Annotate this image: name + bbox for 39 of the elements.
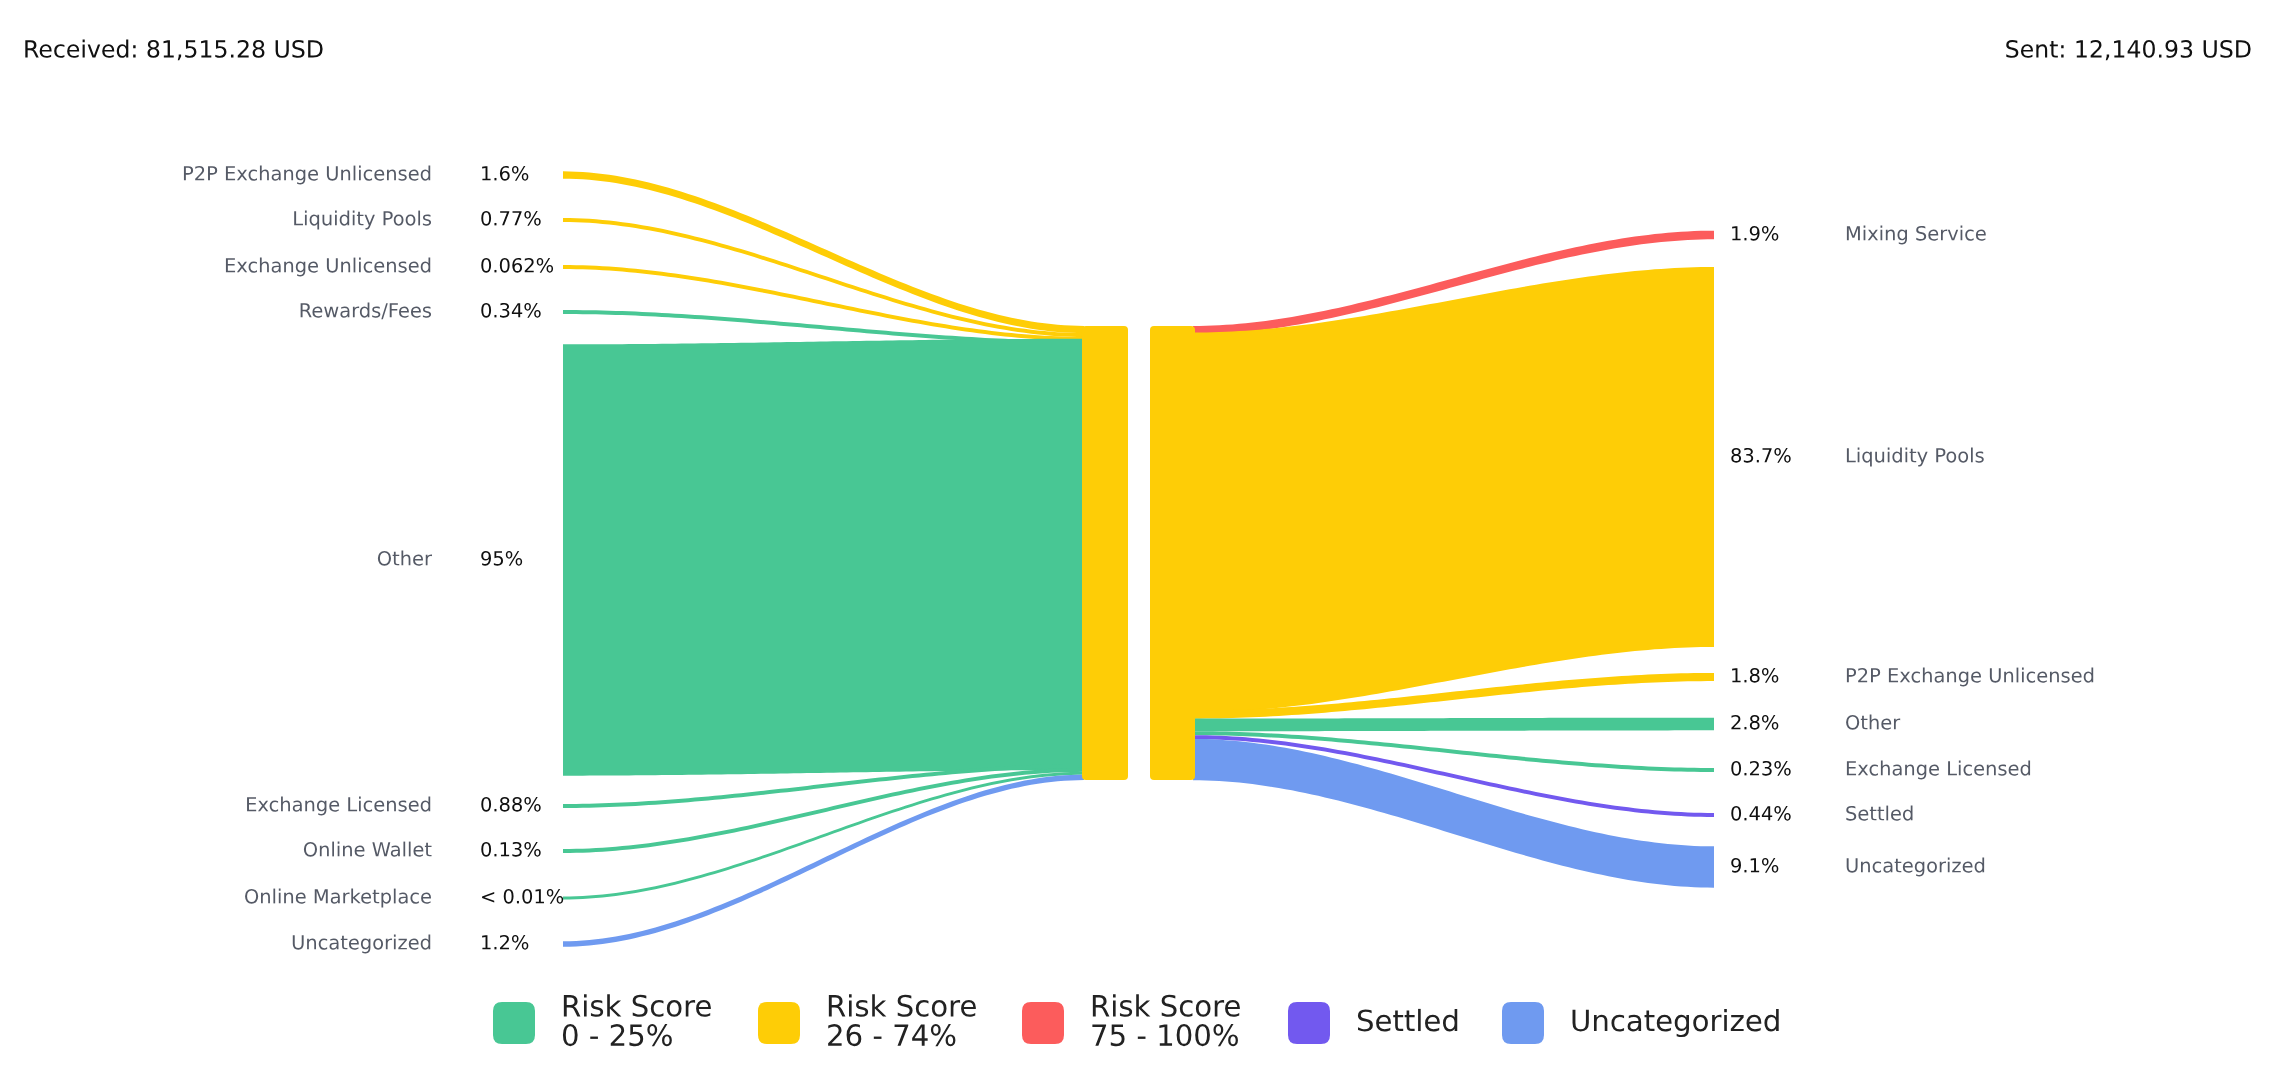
- data-label: 0.13%: [481, 841, 541, 857]
- data-label: 1.2%: [482, 934, 529, 950]
- legend-label: Settled: [1357, 1008, 1458, 1032]
- legend-label: Uncategorized: [1572, 1008, 1779, 1038]
- data-label: 0.44%: [1731, 805, 1791, 821]
- category-label: Liquidity Pools: [1846, 447, 1984, 467]
- category-label: Online Marketplace: [245, 888, 431, 908]
- text: Received: 81,515.28 USD: [25, 39, 323, 61]
- category-label: Online Wallet: [303, 841, 432, 857]
- category-label: Other: [1846, 714, 1901, 730]
- category-label: Uncategorized: [1846, 857, 1985, 877]
- category-label: Mixing Service: [1846, 225, 1986, 245]
- category-label: Settled: [1846, 805, 1913, 821]
- data-label: < 0.01%: [482, 888, 564, 904]
- legend-label: Risk Score 75 - 100%: [1092, 994, 1240, 1047]
- category-label: Exchange Unlicensed: [225, 257, 431, 277]
- category-label: Rewards/Fees: [300, 302, 432, 320]
- data-label: 0.77%: [481, 210, 541, 226]
- category-label: Uncategorized: [292, 934, 431, 954]
- category-label: P2P Exchange Unlicensed: [183, 165, 431, 185]
- data-label: 9.1%: [1731, 857, 1779, 873]
- data-label: 1.6%: [482, 165, 529, 181]
- data-label: 83.7%: [1731, 447, 1791, 463]
- data-label: 0.062%: [481, 257, 554, 273]
- text: Sent: 12,140.93 USD: [2006, 39, 2251, 61]
- legend-label: Risk Score 0 - 25%: [562, 994, 711, 1047]
- category-label: P2P Exchange Unlicensed: [1846, 667, 2094, 687]
- category-label: Other: [377, 550, 432, 566]
- data-label: 1.8%: [1732, 667, 1779, 683]
- category-label: Exchange Licensed: [247, 796, 431, 816]
- data-label: 0.34%: [481, 302, 541, 318]
- data-label: 95%: [481, 550, 523, 566]
- data-label: 1.9%: [1732, 225, 1779, 241]
- category-label: Exchange Licensed: [1846, 760, 2031, 780]
- legend-label: Risk Score 26 - 74%: [828, 994, 976, 1047]
- category-label: Liquidity Pools: [294, 210, 432, 230]
- data-label: 0.23%: [1731, 760, 1791, 776]
- data-label: 0.88%: [481, 796, 541, 812]
- data-label: 2.8%: [1731, 714, 1779, 730]
